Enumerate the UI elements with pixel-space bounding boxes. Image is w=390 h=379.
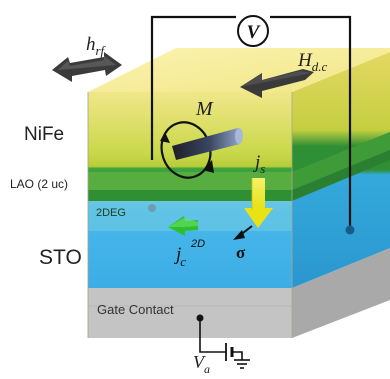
sto-label: STO xyxy=(39,246,82,269)
gate-contact-layer xyxy=(88,248,390,338)
twodeg-layer xyxy=(88,190,292,201)
charge-current-superscript: 2D xyxy=(190,238,205,250)
spin-current-label: js xyxy=(252,152,265,176)
twodeg-label: 2DEG xyxy=(96,207,126,219)
magnetization-precession xyxy=(160,121,243,179)
rf-field-label: hrf xyxy=(86,34,107,58)
dc-field-arrow xyxy=(240,69,314,98)
charge-current-arrow xyxy=(168,216,198,236)
spin-polarization-label: σ xyxy=(236,243,246,262)
gate-voltage-source xyxy=(196,314,250,369)
voltmeter-symbol xyxy=(237,15,269,47)
ground-icon xyxy=(234,359,250,369)
spin-polarization-arrow xyxy=(233,225,253,240)
nife-top-surface xyxy=(88,48,390,92)
voltmeter-circuit: V xyxy=(148,15,355,235)
lao-label: LAO (2 uc) xyxy=(10,177,68,191)
nife-label: NiFe xyxy=(24,124,64,145)
gate-voltage-label: Va xyxy=(193,352,210,376)
magnetization-label: M xyxy=(195,98,214,120)
voltmeter-label: V xyxy=(247,22,261,43)
spin-current-arrow xyxy=(244,178,273,228)
lao-layer xyxy=(88,172,292,190)
rf-field-arrow xyxy=(52,52,122,82)
dc-field-label: Hd.c xyxy=(297,50,327,74)
gate-contact-label: Gate Contact xyxy=(97,302,174,317)
charge-current-label: jc xyxy=(173,244,186,269)
magnetization-vector xyxy=(172,128,240,160)
voltage-probe-contact xyxy=(345,225,355,235)
